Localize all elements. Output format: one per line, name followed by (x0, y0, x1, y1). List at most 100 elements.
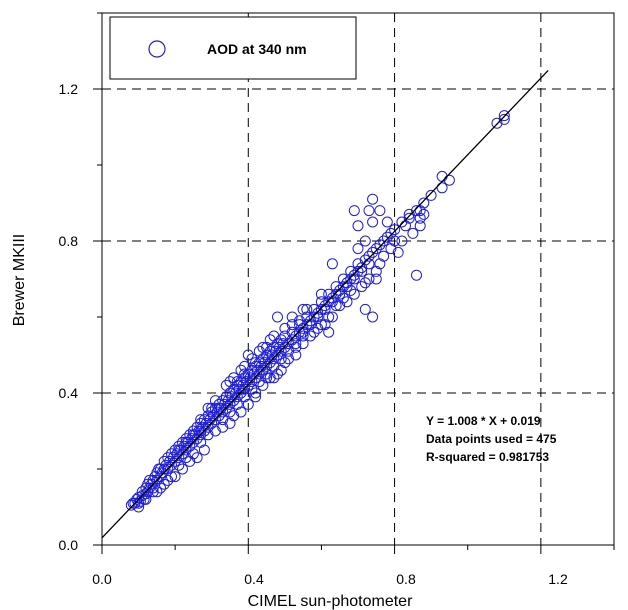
data-point (235, 364, 247, 376)
data-point (198, 425, 210, 437)
data-point (367, 311, 379, 323)
data-point (359, 254, 371, 266)
x-tick-label: 0.4 (244, 571, 264, 587)
data-point (231, 391, 243, 403)
data-point (319, 300, 331, 312)
data-point (242, 349, 254, 361)
data-point (341, 296, 353, 308)
data-point (275, 353, 287, 365)
data-point (359, 277, 371, 289)
data-point (253, 345, 265, 357)
data-point (268, 372, 280, 384)
data-point (187, 436, 199, 448)
data-point (337, 292, 349, 304)
data-point (297, 330, 309, 342)
data-point (242, 398, 254, 410)
data-point (177, 463, 188, 475)
data-point (187, 429, 199, 441)
data-point (367, 193, 379, 205)
data-point (202, 429, 214, 441)
data-point (367, 216, 379, 228)
data-point (290, 338, 302, 350)
legend-marker-icon (148, 40, 166, 58)
data-point (191, 452, 203, 464)
data-point (217, 406, 229, 418)
y-tick-label: 0.8 (59, 233, 79, 249)
y-axis-title: Brewer MKIII (11, 234, 28, 326)
x-axis-title: CIMEL sun-photometer (248, 593, 413, 610)
data-point (264, 357, 276, 369)
data-point (261, 341, 273, 353)
y-tick-label: 1.2 (59, 81, 79, 97)
data-point (308, 311, 320, 323)
legend-box (109, 16, 357, 80)
data-point (239, 383, 251, 395)
data-point (323, 326, 335, 338)
data-points-count: Data points used = 475 (426, 432, 557, 446)
data-point (352, 220, 364, 232)
data-point (180, 436, 192, 448)
data-point (191, 433, 203, 445)
plot-frame (101, 12, 615, 546)
data-point (411, 269, 422, 281)
data-point (330, 300, 342, 312)
data-point (228, 395, 240, 407)
data-point (147, 486, 159, 498)
data-point (184, 455, 196, 467)
data-point (301, 303, 313, 315)
data-point (315, 288, 327, 300)
data-point (158, 478, 170, 490)
data-point (297, 322, 309, 334)
data-point (246, 353, 258, 365)
data-point (356, 281, 368, 293)
data-point (169, 455, 181, 467)
data-point (228, 372, 240, 384)
data-point (312, 307, 324, 319)
data-point (436, 182, 448, 194)
data-point (392, 246, 404, 258)
data-point (290, 341, 302, 353)
data-point (279, 330, 291, 342)
data-point (326, 311, 338, 323)
data-point (389, 235, 401, 247)
data-point (323, 296, 335, 308)
data-point (414, 220, 426, 232)
data-point (220, 379, 232, 391)
data-point (261, 368, 273, 380)
data-point (242, 379, 254, 391)
data-point (348, 269, 360, 281)
data-point (359, 303, 371, 315)
data-point (209, 395, 221, 407)
fit-equation: Y = 1.008 * X + 0.019 (426, 414, 541, 428)
data-point (286, 311, 298, 323)
data-point (173, 444, 185, 456)
data-point (253, 376, 265, 388)
x-tick-label: 0.8 (396, 571, 416, 587)
data-point (370, 273, 382, 285)
x-tick-label: 0.0 (92, 571, 112, 587)
data-point (235, 387, 247, 399)
data-point (246, 376, 258, 388)
data-point (414, 212, 426, 224)
data-point (180, 444, 192, 456)
data-point (297, 303, 309, 315)
data-point (272, 311, 283, 323)
data-points (125, 110, 510, 513)
data-point (220, 391, 232, 403)
r-squared: R-squared = 0.981753 (426, 450, 549, 464)
data-point (294, 315, 305, 327)
data-point (268, 360, 280, 372)
data-point (151, 486, 163, 498)
data-point (202, 402, 214, 414)
data-point (378, 250, 390, 262)
data-point (169, 471, 181, 483)
data-point (305, 315, 316, 327)
data-point (173, 452, 185, 464)
data-point (195, 425, 207, 437)
data-point (250, 387, 262, 399)
data-point (363, 250, 375, 262)
data-point (217, 414, 229, 426)
data-point (231, 376, 243, 388)
data-point (308, 326, 320, 338)
data-point (286, 319, 298, 331)
